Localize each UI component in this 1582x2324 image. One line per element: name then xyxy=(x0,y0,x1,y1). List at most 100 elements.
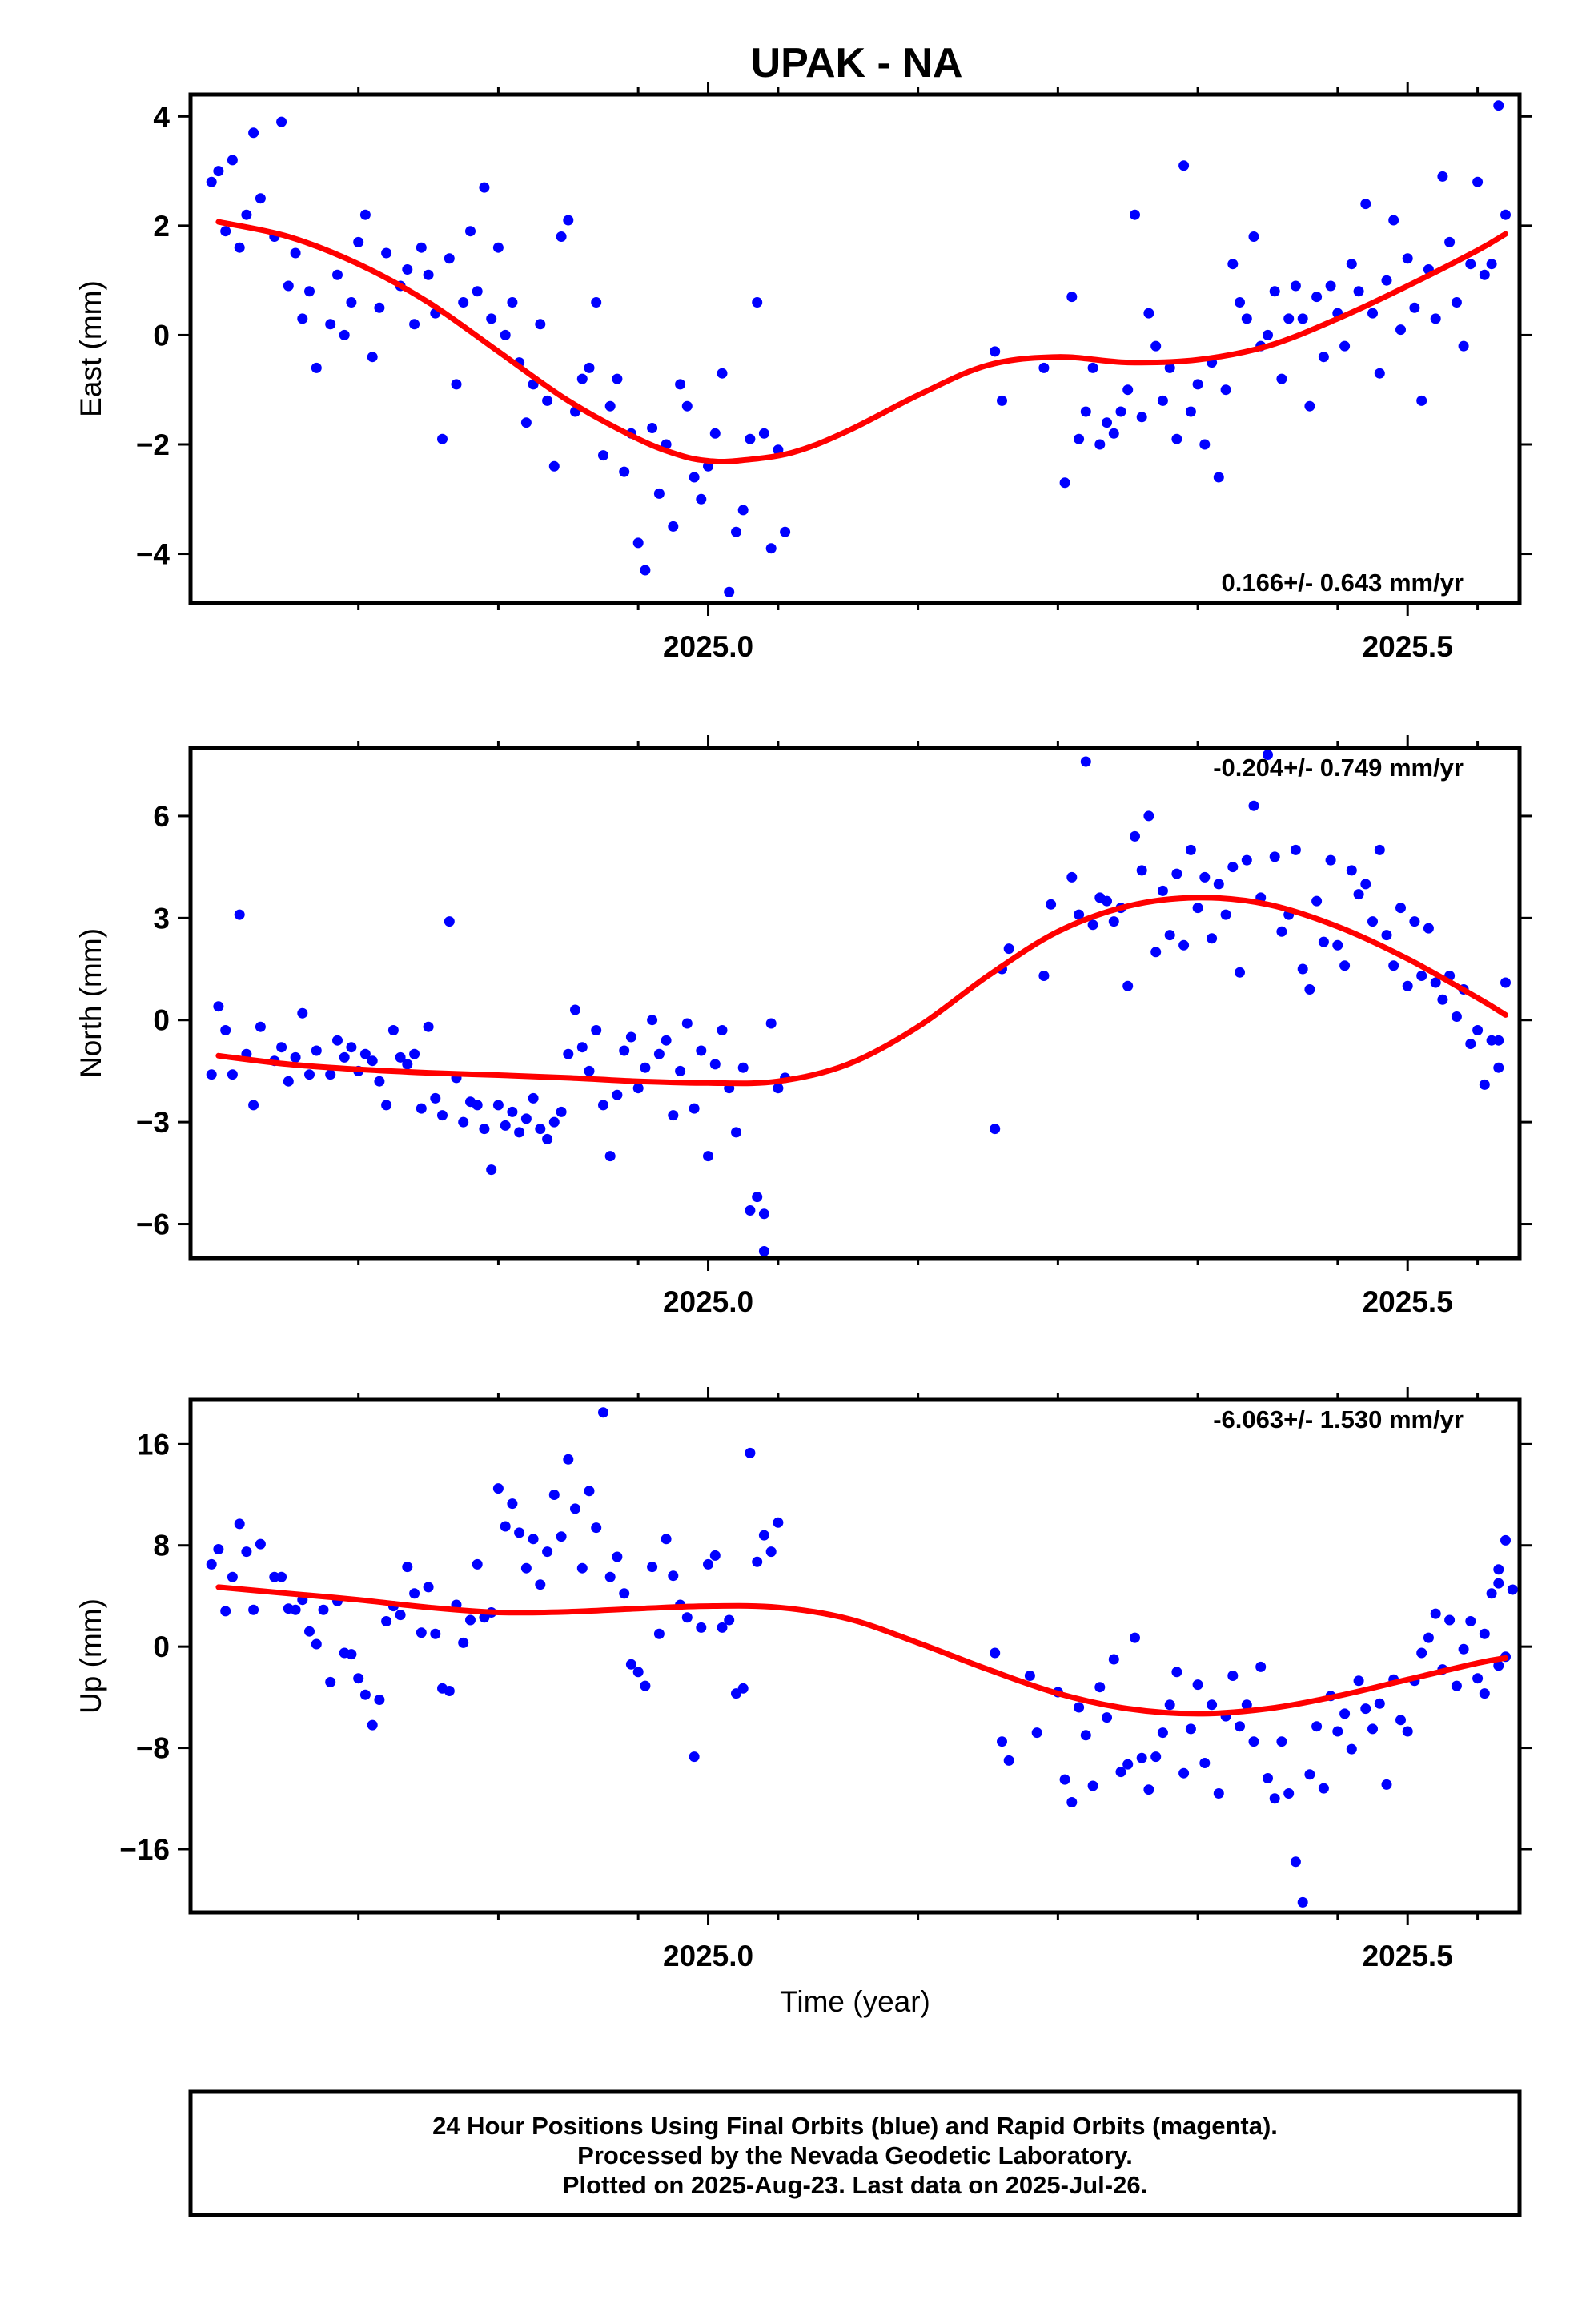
data-point xyxy=(773,1083,784,1094)
data-point xyxy=(709,1059,721,1070)
data-point xyxy=(1465,1616,1476,1626)
fit-curve xyxy=(215,219,1508,465)
data-point xyxy=(598,450,608,461)
data-point xyxy=(492,1100,504,1111)
data-point xyxy=(359,209,371,220)
data-point xyxy=(591,1522,602,1534)
data-point xyxy=(731,526,741,537)
data-point xyxy=(548,1116,560,1128)
panel-1: 4 2 0 −2 −4 2025.0 2025.5 East (mm) 0.166+/- 0.6… xyxy=(74,82,1532,663)
data-point xyxy=(304,286,315,297)
x-axis-label: Time (year) xyxy=(780,1985,930,2018)
data-point xyxy=(1241,1699,1252,1711)
data-point xyxy=(346,1042,357,1053)
data-point xyxy=(437,433,448,444)
data-point xyxy=(576,373,588,384)
data-point xyxy=(584,1065,595,1076)
data-point xyxy=(1220,909,1231,920)
data-point xyxy=(1080,1730,1091,1741)
x-tick-label: 2025.0 xyxy=(663,1940,753,1972)
data-point xyxy=(1297,1896,1308,1908)
data-point xyxy=(381,247,392,259)
data-point xyxy=(1171,1667,1182,1678)
data-point xyxy=(668,521,679,532)
data-point xyxy=(1087,362,1098,373)
data-point xyxy=(1437,171,1448,182)
data-point xyxy=(1046,899,1057,910)
data-point xyxy=(556,1106,567,1117)
data-point xyxy=(1493,1578,1504,1589)
data-point xyxy=(570,1004,580,1015)
data-point xyxy=(367,1055,378,1067)
data-point xyxy=(535,319,546,330)
data-point xyxy=(283,1076,294,1087)
data-point xyxy=(1066,292,1078,303)
data-point xyxy=(661,1035,672,1046)
data-point xyxy=(591,297,602,308)
data-point xyxy=(346,1649,357,1660)
data-point xyxy=(1059,1774,1070,1785)
data-point xyxy=(283,280,294,292)
data-point xyxy=(570,1503,580,1514)
y-tick-label: 0 xyxy=(153,1004,170,1037)
data-point xyxy=(604,1571,616,1582)
data-point xyxy=(234,1518,245,1530)
data-point xyxy=(1080,406,1091,417)
data-point xyxy=(1290,844,1301,855)
data-point xyxy=(640,1680,651,1691)
rate-label: 0.166+/- 0.643 mm/yr xyxy=(1222,569,1464,597)
data-point xyxy=(709,428,721,439)
data-point xyxy=(1283,313,1295,324)
data-point xyxy=(1416,1647,1427,1659)
data-point xyxy=(528,1534,539,1545)
data-point xyxy=(542,1133,553,1144)
data-point xyxy=(1130,1632,1140,1643)
data-point xyxy=(542,395,553,406)
data-point xyxy=(1311,895,1323,907)
data-point xyxy=(584,362,595,373)
data-point xyxy=(1444,1614,1456,1626)
y-tick-label: 6 xyxy=(153,800,170,833)
data-point xyxy=(1283,1788,1295,1799)
data-point xyxy=(1374,1698,1385,1709)
footer-line-2: Processed by the Nevada Geodetic Laborat… xyxy=(577,2141,1133,2169)
data-point xyxy=(325,1069,336,1080)
data-point xyxy=(1486,259,1497,270)
data-point xyxy=(681,400,693,412)
data-points xyxy=(206,100,1511,597)
data-point xyxy=(255,193,266,204)
data-point xyxy=(500,329,511,340)
data-point xyxy=(745,1205,756,1216)
data-point xyxy=(1472,1673,1484,1684)
data-point xyxy=(1059,477,1070,489)
data-point xyxy=(1493,1564,1504,1575)
data-point xyxy=(1353,1675,1364,1687)
data-point xyxy=(632,1667,644,1678)
data-point xyxy=(1353,889,1364,900)
data-point xyxy=(1353,286,1364,297)
data-point xyxy=(1430,313,1441,324)
data-point xyxy=(689,472,700,483)
data-point xyxy=(765,1018,777,1029)
data-point xyxy=(479,182,490,193)
data-point xyxy=(339,329,350,340)
data-point xyxy=(507,297,518,308)
data-point xyxy=(1143,308,1154,319)
data-point xyxy=(1339,1708,1351,1719)
data-point xyxy=(444,253,455,264)
data-point xyxy=(248,127,259,139)
data-point xyxy=(451,379,462,390)
y-axis-label: East (mm) xyxy=(74,280,107,417)
y-tick-label: 8 xyxy=(153,1530,170,1562)
data-point xyxy=(752,1556,763,1567)
data-point xyxy=(1248,800,1259,811)
data-point xyxy=(745,433,756,444)
rate-label: -6.063+/- 1.530 mm/yr xyxy=(1213,1405,1464,1433)
data-point xyxy=(619,1588,630,1599)
data-point xyxy=(632,537,644,549)
data-point xyxy=(737,1062,749,1073)
y-tick-label: −16 xyxy=(119,1833,170,1866)
data-point xyxy=(1360,199,1371,210)
data-point xyxy=(1255,1661,1267,1672)
